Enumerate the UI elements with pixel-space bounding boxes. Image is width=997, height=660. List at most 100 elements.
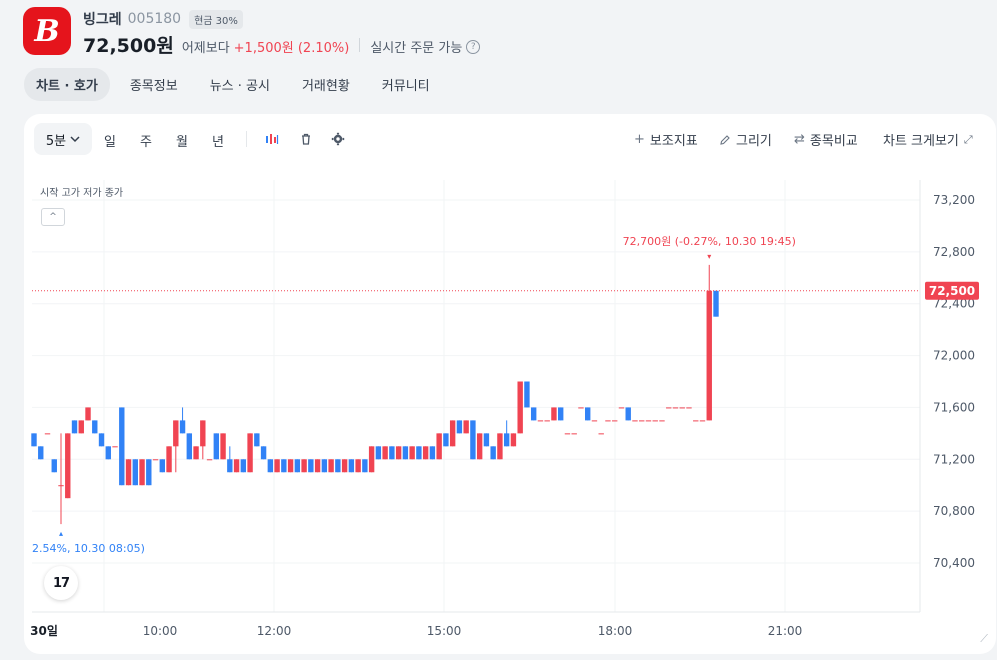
y-axis: 73,200 72,800 72,400 72,000 71,600 71,200 70,8… [933, 193, 975, 570]
candle-body [51, 459, 57, 473]
chart-toolbar: 5분 일 주 월 년 + 보조지표 그리기 ⇄ 종목비교 차트 크게보기 [32, 123, 996, 155]
candle-type-icon[interactable] [262, 129, 282, 149]
realtime-order-info[interactable]: 실시간 주문 가능 ? [370, 37, 481, 56]
trash-icon[interactable] [296, 129, 316, 149]
period-year[interactable]: 년 [212, 135, 224, 150]
candle-body [335, 459, 341, 473]
candle-body [166, 446, 172, 473]
candle-body [375, 446, 382, 460]
candle-body [530, 407, 537, 421]
stock-name-row: 빙그레 005180 현금 30% [83, 9, 243, 29]
tab-trading-status[interactable]: 거래현황 [301, 79, 350, 94]
chart-card: 5분 일 주 월 년 + 보조지표 그리기 ⇄ 종목비교 차트 크게보기 [24, 114, 996, 654]
candle-body [301, 459, 307, 473]
candle-body [328, 459, 334, 473]
current-price-tag [925, 281, 979, 300]
gear-icon[interactable] [328, 129, 348, 149]
candle-body [179, 420, 186, 434]
candle-body [105, 446, 111, 460]
candle-body [585, 407, 591, 421]
tab-news[interactable]: 뉴스 · 공시 [209, 79, 270, 94]
stock-logo: B [23, 7, 71, 55]
candle-body [85, 407, 91, 421]
price-change: +1,500원 (2.10%) [233, 41, 350, 56]
candle-body [449, 420, 456, 447]
candle-body [308, 459, 314, 473]
vs-yesterday-label: 어제보다 [181, 41, 230, 56]
candle-body [443, 433, 449, 447]
candle-body [483, 433, 490, 447]
chevron-down-icon [70, 136, 80, 143]
realtime-label: 실시간 주문 가능 [370, 41, 463, 56]
help-icon[interactable]: ? [466, 39, 481, 54]
margin-badge: 현금 30% [189, 9, 243, 29]
x-tick-label: 15:00 [427, 624, 462, 638]
candle-body [355, 459, 361, 473]
chart-grid [32, 180, 921, 613]
candle-body [78, 420, 84, 434]
candle-body [254, 433, 260, 447]
candle-body [321, 459, 328, 473]
fullscreen-label: 차트 크게보기 [883, 134, 959, 149]
candle-body [139, 459, 145, 486]
candle-body [368, 446, 375, 473]
candle-body [200, 420, 206, 447]
candle-body [517, 381, 523, 434]
candle-body [193, 446, 199, 460]
resize-grip-icon[interactable]: ⟋ [980, 632, 988, 645]
candle-body [544, 420, 550, 422]
candle-body [389, 446, 395, 460]
candle-body [132, 459, 138, 486]
tab-stock-info[interactable]: 종목정보 [129, 79, 178, 94]
tradingview-logo[interactable]: 17 [44, 566, 78, 600]
price-chart[interactable]: 73,200 72,800 72,400 72,000 71,600 71,200 70,8… [24, 114, 996, 654]
candle-body [503, 433, 510, 447]
candle-body [119, 407, 125, 486]
candle-body [598, 433, 604, 435]
fullscreen-button[interactable]: 차트 크게보기 ⤢ [883, 130, 973, 150]
x-tick-label: 12:00 [257, 624, 292, 638]
candle-body [348, 459, 355, 473]
candle-body [395, 446, 402, 460]
draw-button[interactable]: 그리기 [719, 130, 772, 149]
x-tick-label: 21:00 [768, 624, 803, 638]
candle-body [652, 420, 658, 422]
compare-label: 종목비교 [809, 134, 858, 149]
indicators-button[interactable]: + 보조지표 [634, 130, 698, 149]
candle-body [409, 446, 415, 460]
tab-chart-orderbook[interactable]: 차트 · 호가 [24, 68, 110, 101]
candle-body [382, 446, 388, 460]
candle-body [402, 446, 409, 460]
candle-body [267, 459, 274, 473]
y-tick-label: 72,400 [933, 297, 975, 311]
candle-body [314, 459, 321, 473]
candle-body [436, 433, 442, 460]
compare-button[interactable]: ⇄ 종목비교 [794, 130, 858, 149]
candle-body [98, 433, 105, 447]
swap-icon: ⇄ [794, 132, 805, 147]
x-tick-label: 10:00 [143, 624, 178, 638]
candle-body [159, 459, 165, 473]
candle-body [605, 420, 611, 422]
y-tick-label: 72,000 [933, 349, 975, 363]
candle-body [672, 407, 679, 409]
candle-body [456, 420, 463, 434]
candle-body [287, 459, 294, 473]
interval-select[interactable]: 5분 [34, 123, 92, 155]
candle-body [591, 420, 598, 422]
y-tick-label: 71,200 [933, 452, 975, 466]
candle-body [490, 446, 496, 460]
stock-tabs: 차트 · 호가 종목정보 뉴스 · 공시 거래현황 커뮤니티 [24, 68, 442, 101]
candle-body [206, 459, 213, 461]
tab-community[interactable]: 커뮤니티 [381, 79, 430, 94]
legend-collapse-button[interactable]: ^ [41, 208, 65, 226]
period-week[interactable]: 주 [140, 135, 152, 150]
candle-body [510, 433, 517, 447]
candle-body [186, 433, 193, 460]
candle-body [706, 290, 712, 421]
draw-label: 그리기 [736, 134, 772, 149]
period-day[interactable]: 일 [104, 135, 116, 150]
period-month[interactable]: 월 [176, 135, 188, 150]
candle-body [38, 446, 44, 460]
candle-body [152, 459, 159, 461]
